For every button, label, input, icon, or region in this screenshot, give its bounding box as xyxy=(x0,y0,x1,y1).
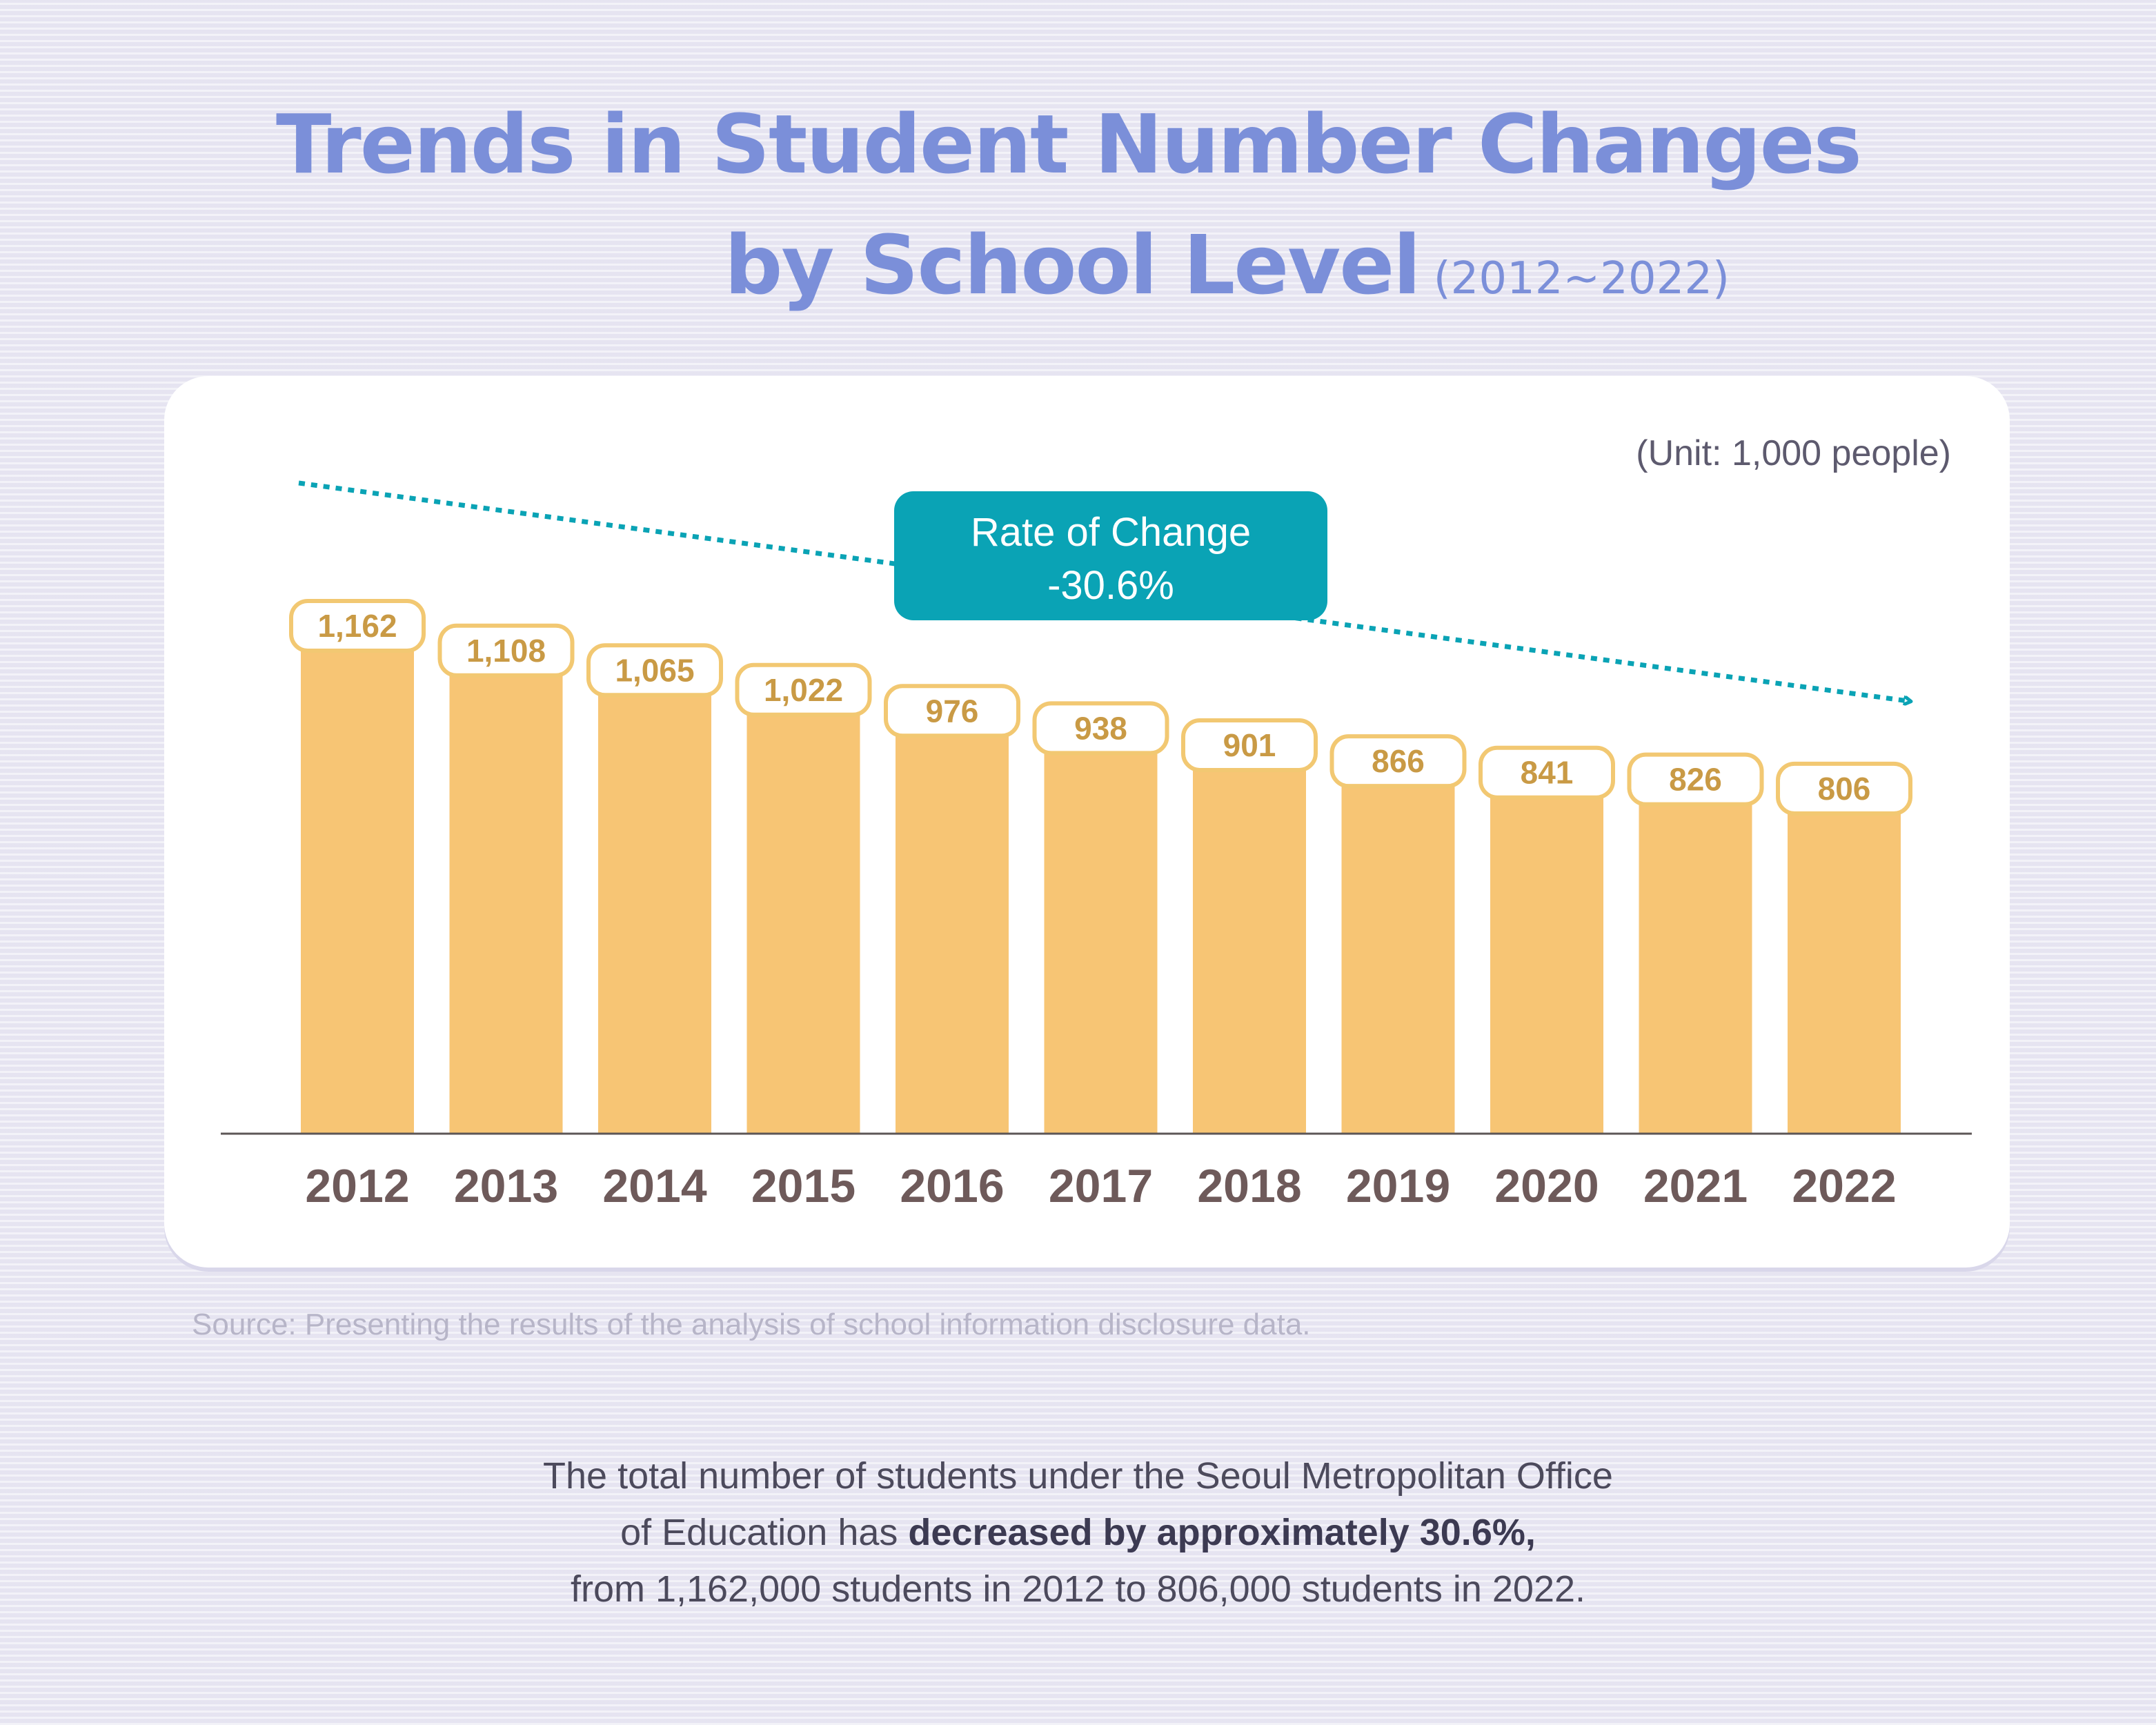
bar-2021 xyxy=(1639,756,1752,1134)
bar-chart: Rate of Change -30.6% 1,162 2012 1,108 2013… xyxy=(221,480,1972,1212)
chart-card: (Unit: 1,000 people) Rate of Change -30.… xyxy=(164,376,2010,1268)
rate-of-change-box xyxy=(894,491,1327,620)
chart-title-line2: by School Level (2012~2022) xyxy=(724,217,1730,313)
value-label-box-2016 xyxy=(884,684,1020,738)
value-label-box-2015 xyxy=(735,662,872,717)
value-label-2017: 938 xyxy=(1074,710,1127,746)
value-label-box-2022 xyxy=(1776,761,1912,816)
x-tick-2019: 2019 xyxy=(1346,1160,1450,1212)
x-tick-2015: 2015 xyxy=(751,1160,856,1212)
bar-2015 xyxy=(746,666,860,1134)
x-tick-2012: 2012 xyxy=(305,1160,409,1212)
x-tick-2018: 2018 xyxy=(1197,1160,1301,1212)
summary-line3: from 1,162,000 students in 2012 to 806,0… xyxy=(570,1568,1586,1610)
unit-label: (Unit: 1,000 people) xyxy=(1636,433,1951,473)
bars-layer xyxy=(301,602,1901,1134)
bar-2012 xyxy=(301,602,414,1134)
value-label-2015: 1,022 xyxy=(764,672,843,708)
value-label-2012: 1,162 xyxy=(317,608,397,644)
rate-of-change-label: Rate of Change xyxy=(971,510,1251,555)
bar-2013 xyxy=(449,627,563,1134)
value-label-2016: 976 xyxy=(926,693,979,729)
x-tick-2020: 2020 xyxy=(1494,1160,1599,1212)
bar-2019 xyxy=(1341,738,1455,1134)
labels-layer: 1,162 2012 1,108 2013 1,065 2014 1,022 2015 976 2… xyxy=(289,599,1912,1212)
bar-2022 xyxy=(1788,765,1901,1134)
value-label-box-2018 xyxy=(1181,718,1318,772)
value-label-box-2014 xyxy=(586,643,723,698)
value-label-2013: 1,108 xyxy=(466,633,546,669)
x-tick-2013: 2013 xyxy=(454,1160,558,1212)
rate-of-change-callout: Rate of Change -30.6% xyxy=(894,491,1327,620)
value-label-box-2021 xyxy=(1627,752,1764,807)
rate-of-change-value: -30.6% xyxy=(1047,563,1174,608)
value-label-box-2019 xyxy=(1329,734,1467,789)
chart-title-line1: Trends in Student Number Changes xyxy=(276,97,1862,192)
bar-2016 xyxy=(896,687,1009,1134)
bar-2014 xyxy=(598,647,711,1134)
source-note: Source: Presenting the results of the an… xyxy=(192,1308,1311,1341)
x-tick-2017: 2017 xyxy=(1049,1160,1153,1212)
value-label-2014: 1,065 xyxy=(615,652,694,688)
summary-line2-prefix: of Education has xyxy=(620,1512,909,1553)
value-label-box-2012 xyxy=(289,599,426,653)
value-label-2019: 866 xyxy=(1372,743,1425,779)
chart-title-range: (2012~2022) xyxy=(1433,253,1730,304)
x-tick-2014: 2014 xyxy=(602,1160,706,1212)
summary-line1: The total number of students under the S… xyxy=(543,1455,1613,1497)
summary-text: The total number of students under the S… xyxy=(0,1448,2156,1617)
summary-highlight: decreased by approximately 30.6%, xyxy=(908,1512,1536,1553)
summary-line2: of Education has decreased by approximat… xyxy=(0,1504,2156,1561)
x-tick-2022: 2022 xyxy=(1792,1160,1896,1212)
bar-2018 xyxy=(1193,721,1306,1134)
value-label-2021: 826 xyxy=(1669,762,1722,798)
value-label-box-2013 xyxy=(437,623,575,678)
bar-2017 xyxy=(1044,704,1158,1134)
chart-title-line2-text: by School Level xyxy=(724,217,1421,313)
value-label-2020: 841 xyxy=(1521,755,1574,791)
value-label-box-2020 xyxy=(1478,745,1615,800)
bar-2020 xyxy=(1490,749,1603,1134)
value-label-box-2017 xyxy=(1032,701,1169,756)
x-tick-2021: 2021 xyxy=(1643,1160,1748,1212)
x-tick-2016: 2016 xyxy=(900,1160,1004,1212)
value-label-2018: 901 xyxy=(1223,727,1276,763)
value-label-2022: 806 xyxy=(1818,771,1871,807)
